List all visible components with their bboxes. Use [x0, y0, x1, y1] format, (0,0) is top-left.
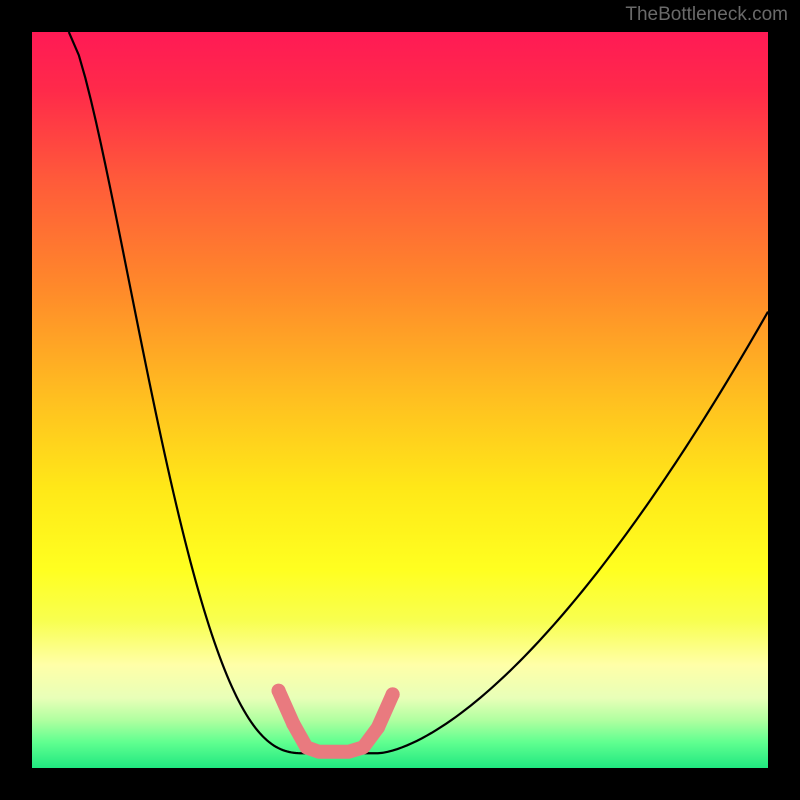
plot-area: [32, 32, 768, 768]
gradient-background: [32, 32, 768, 768]
valley-bead: [272, 684, 286, 698]
valley-bead: [371, 721, 385, 735]
valley-bead: [286, 717, 300, 731]
valley-bead: [386, 687, 400, 701]
watermark-text: TheBottleneck.com: [625, 4, 788, 26]
chart-svg: [32, 32, 768, 768]
